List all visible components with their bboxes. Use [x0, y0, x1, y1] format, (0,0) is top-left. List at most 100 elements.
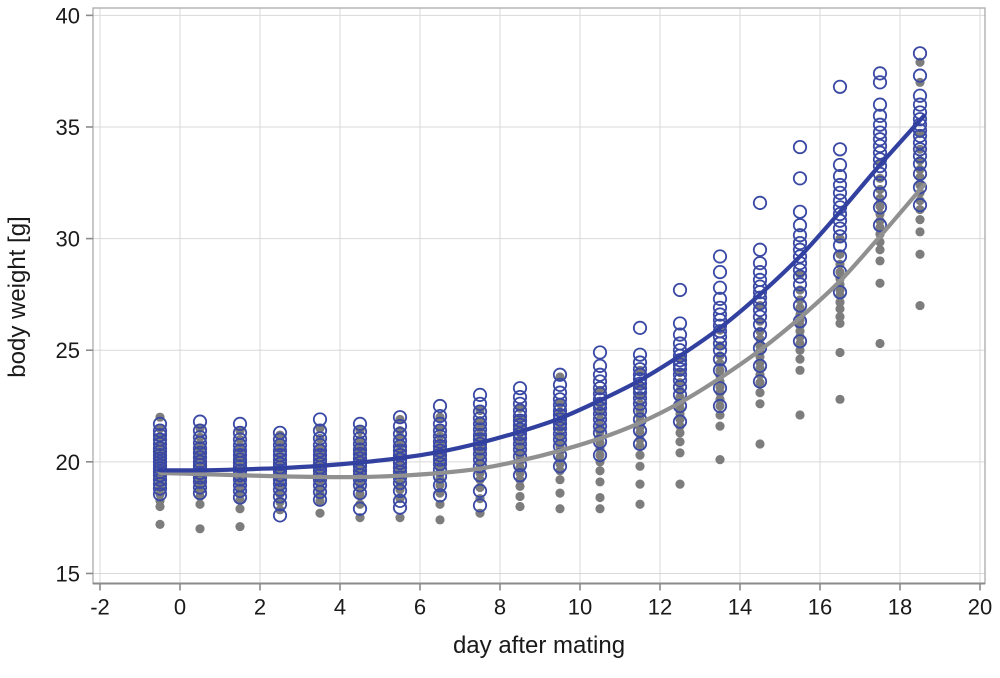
data-point	[875, 173, 885, 183]
data-point	[595, 450, 605, 460]
data-point	[712, 329, 728, 344]
data-point	[752, 195, 768, 210]
data-point	[792, 334, 808, 349]
data-point	[312, 492, 328, 507]
data-point	[792, 235, 808, 251]
data-point	[472, 416, 488, 431]
data-point	[192, 480, 208, 495]
data-point	[315, 508, 325, 518]
data-point	[912, 135, 928, 150]
data-point	[632, 320, 648, 335]
data-point	[235, 521, 245, 532]
data-point	[672, 362, 688, 377]
data-point	[715, 455, 725, 465]
data-point	[472, 483, 488, 498]
data-point	[272, 482, 288, 497]
data-point	[592, 367, 608, 382]
y-tick-label: 35	[56, 115, 80, 140]
data-point	[635, 428, 645, 438]
data-point	[752, 374, 768, 389]
data-point	[595, 504, 605, 514]
data-point	[795, 354, 805, 364]
data-point	[832, 157, 848, 173]
data-point	[192, 441, 208, 456]
data-point	[915, 249, 925, 259]
data-point	[835, 318, 845, 329]
data-point	[832, 229, 848, 244]
data-point	[392, 410, 408, 425]
data-point	[635, 450, 645, 460]
data-point	[352, 501, 368, 516]
data-point	[912, 88, 928, 103]
data-point	[872, 66, 888, 81]
data-point	[272, 452, 288, 467]
data-point	[595, 466, 605, 476]
data-point	[872, 125, 888, 140]
data-point	[392, 439, 408, 454]
data-point	[512, 403, 528, 418]
data-point	[712, 291, 728, 306]
data-point	[272, 508, 288, 523]
data-point	[875, 245, 885, 255]
data-point	[672, 373, 688, 388]
y-tick-label: 25	[56, 338, 80, 363]
data-point	[352, 442, 368, 457]
data-point	[435, 515, 445, 525]
data-point	[632, 396, 648, 411]
data-point	[232, 437, 248, 453]
data-point	[672, 414, 688, 429]
data-point	[192, 414, 208, 429]
data-point	[912, 180, 928, 195]
data-point	[912, 198, 928, 213]
data-point	[432, 423, 448, 438]
data-point	[755, 363, 765, 373]
data-point	[712, 343, 728, 358]
data-point	[592, 412, 608, 427]
gray-fit-curve	[157, 182, 927, 480]
data-point	[675, 421, 685, 431]
data-point	[715, 388, 725, 398]
data-point	[795, 410, 805, 420]
data-point	[632, 403, 648, 418]
x-tick-label: 6	[414, 595, 426, 620]
data-point	[792, 171, 808, 186]
data-point	[875, 201, 885, 211]
data-point	[272, 443, 288, 458]
data-point	[512, 468, 528, 483]
x-tick-label: 2	[254, 595, 266, 620]
data-point	[555, 475, 565, 485]
data-point	[472, 396, 488, 411]
data-point	[712, 336, 728, 351]
data-point	[432, 434, 448, 449]
axis-ticks	[86, 14, 981, 591]
data-point	[352, 436, 368, 452]
data-point	[792, 204, 808, 219]
x-axis-title: day after mating	[452, 632, 626, 659]
data-point	[192, 450, 208, 465]
data-point	[712, 398, 728, 414]
data-point	[272, 437, 288, 453]
data-point	[635, 461, 645, 471]
data-point	[915, 227, 925, 237]
data-point	[312, 423, 328, 438]
data-point	[872, 186, 888, 202]
data-point	[475, 475, 485, 485]
data-point	[832, 249, 848, 264]
data-point	[752, 327, 768, 342]
data-point	[432, 448, 448, 463]
data-point	[795, 338, 805, 349]
data-point	[795, 332, 805, 342]
data-point	[912, 128, 928, 144]
data-point	[752, 256, 768, 271]
data-point	[912, 148, 928, 164]
data-point	[752, 264, 768, 280]
y-tick-label: 30	[56, 227, 80, 252]
data-point	[152, 487, 168, 502]
data-point	[312, 443, 328, 458]
data-point	[595, 492, 605, 503]
data-point	[275, 430, 285, 440]
data-point	[432, 462, 448, 477]
data-point	[512, 413, 528, 428]
data-point	[272, 472, 288, 487]
data-point	[232, 448, 248, 463]
